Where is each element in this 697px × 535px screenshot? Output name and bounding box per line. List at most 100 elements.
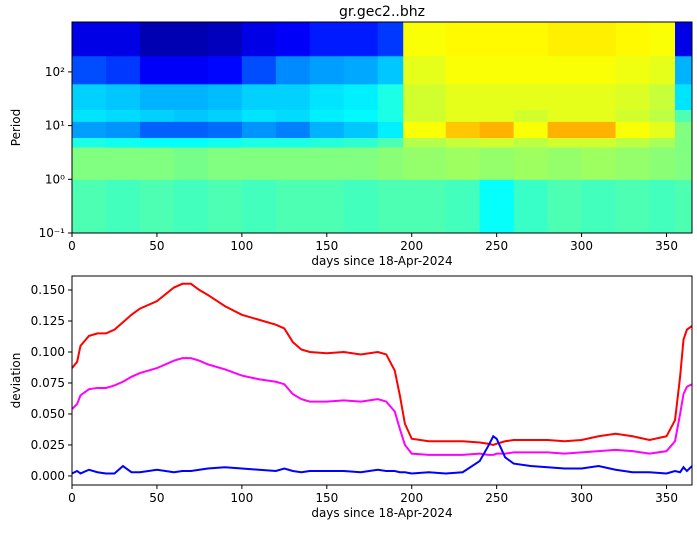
heat-cell — [377, 179, 404, 234]
heat-cell — [615, 83, 651, 110]
heat-cell — [72, 137, 107, 148]
heat-cell — [72, 146, 107, 180]
heat-cell — [649, 83, 676, 110]
heat-cell — [547, 137, 583, 148]
x-axis-label: days since 18-Apr-2024 — [311, 506, 452, 520]
heat-cell — [513, 22, 549, 57]
heat-cell — [547, 121, 583, 139]
heat-cell — [675, 146, 693, 180]
heat-cell — [445, 55, 481, 85]
heat-cell — [241, 83, 277, 110]
heat-cell — [479, 109, 515, 122]
heat-cell — [275, 146, 311, 180]
x-tick-label: 350 — [655, 239, 678, 253]
heat-cell — [105, 137, 141, 148]
y-tick-label: 10¹ — [45, 119, 65, 133]
heat-cell — [615, 179, 651, 234]
series-line — [71, 434, 693, 475]
heat-cell — [309, 22, 345, 57]
x-tick-label: 300 — [570, 491, 593, 505]
y-tick-label: 0.025 — [31, 438, 65, 452]
heat-cell — [207, 146, 243, 180]
y-tick-label: 10² — [45, 65, 65, 79]
y-axis-label: Period — [9, 109, 23, 146]
heat-cell — [241, 55, 277, 85]
heat-cell — [173, 121, 209, 139]
heat-cell — [547, 22, 583, 57]
heat-cell — [615, 146, 651, 180]
heat-cell — [139, 55, 175, 85]
axes-frame — [71, 275, 693, 486]
heat-cell — [275, 109, 311, 122]
heat-cell — [649, 137, 676, 148]
heat-cell — [207, 83, 243, 110]
heat-cell — [275, 22, 311, 57]
heat-cell — [675, 55, 693, 85]
heat-cell — [105, 179, 141, 234]
heat-cell — [241, 121, 277, 139]
heat-cell — [275, 55, 311, 85]
heat-cell — [675, 22, 693, 57]
y-tick-label: 10⁻¹ — [39, 226, 66, 240]
heat-cell — [105, 121, 141, 139]
heat-cell — [615, 137, 651, 148]
heat-cell — [309, 146, 345, 180]
heat-cell — [105, 55, 141, 85]
heat-cell — [343, 83, 379, 110]
heat-cell — [173, 109, 209, 122]
heat-cell — [343, 109, 379, 122]
heat-cell — [403, 146, 447, 180]
x-tick-label: 100 — [230, 491, 253, 505]
x-tick-label: 250 — [485, 491, 508, 505]
heat-cell — [72, 55, 107, 85]
heat-cell — [139, 22, 175, 57]
heat-cell — [207, 55, 243, 85]
heat-cell — [207, 121, 243, 139]
heat-cell — [275, 179, 311, 234]
heat-cell — [173, 22, 209, 57]
heat-cell — [343, 146, 379, 180]
heat-cell — [309, 121, 345, 139]
heat-cell — [513, 109, 549, 122]
x-tick-label: 0 — [68, 239, 76, 253]
heat-cell — [581, 109, 617, 122]
heat-cell — [139, 121, 175, 139]
heat-cell — [649, 121, 676, 139]
axes-frame — [71, 21, 693, 234]
heat-cell — [173, 179, 209, 234]
heat-cell — [445, 146, 481, 180]
y-tick-label: 0.150 — [31, 283, 65, 297]
x-tick-label: 0 — [68, 491, 76, 505]
heat-cell — [675, 137, 693, 148]
heat-cell — [377, 121, 404, 139]
heat-cell — [615, 121, 651, 139]
heat-cell — [105, 146, 141, 180]
heat-cell — [649, 55, 676, 85]
heat-cell — [403, 137, 447, 148]
heat-cell — [513, 121, 549, 139]
heat-cell — [615, 22, 651, 57]
x-tick-label: 200 — [400, 239, 423, 253]
heat-cell — [675, 179, 693, 234]
heat-cell — [547, 179, 583, 234]
heat-cell — [513, 137, 549, 148]
x-tick-label: 350 — [655, 491, 678, 505]
heat-cell — [139, 146, 175, 180]
x-tick-label: 200 — [400, 491, 423, 505]
y-tick-label: 10⁰ — [45, 172, 65, 186]
heat-cell — [581, 121, 617, 139]
heat-cell — [343, 137, 379, 148]
heat-cell — [403, 55, 447, 85]
heat-cell — [615, 55, 651, 85]
heat-cell — [445, 137, 481, 148]
x-tick-label: 50 — [149, 491, 164, 505]
series-line — [71, 282, 693, 447]
heat-cell — [581, 22, 617, 57]
heat-cell — [547, 83, 583, 110]
heat-cell — [309, 55, 345, 85]
heat-cell — [139, 179, 175, 234]
heat-cell — [649, 22, 676, 57]
chart-title: gr.gec2..bhz — [339, 4, 425, 20]
heat-cell — [403, 121, 447, 139]
heat-cell — [377, 137, 404, 148]
